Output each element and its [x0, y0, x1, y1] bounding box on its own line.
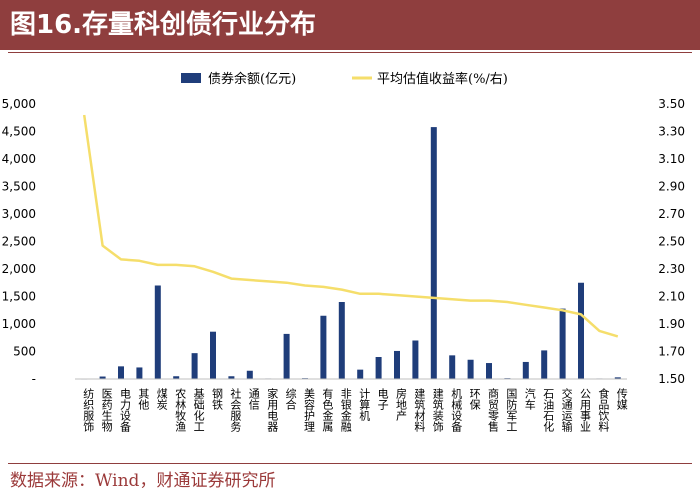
x-tick-label: 石油石化: [542, 388, 555, 433]
y-right-tick-label: 3.30: [658, 125, 685, 139]
y-left-tick-label: 3,500: [2, 180, 36, 194]
y-right-tick-label: 3.10: [658, 152, 685, 166]
bar: [228, 376, 235, 379]
top-divider: [8, 52, 692, 53]
y-left-tick-label: 2,000: [2, 262, 36, 276]
y-right-tick-label: 1.70: [658, 345, 685, 359]
x-tick-label: 商贸零售: [487, 387, 500, 433]
bar: [357, 369, 364, 379]
bar: [559, 308, 566, 379]
y-left-tick-label: 500: [13, 345, 36, 359]
x-tick-label: 国防军工: [505, 388, 518, 432]
bar: [320, 315, 327, 379]
y-left-tick-label: 1,500: [2, 290, 36, 304]
y-left-tick-label: -: [32, 372, 36, 386]
bar: [375, 357, 382, 379]
bar: [173, 376, 180, 379]
bar: [486, 363, 492, 379]
x-tick-label: 机械设备: [450, 387, 463, 433]
y-right-tick-label: 3.50: [658, 97, 685, 111]
legend-swatch-bar: [181, 73, 201, 83]
x-tick-label: 汽车: [523, 387, 536, 411]
x-tick-label: 建筑材料: [413, 387, 426, 433]
x-tick-label: 钢铁: [211, 388, 224, 410]
y-left-tick-label: 3,000: [2, 207, 36, 221]
bar: [338, 302, 345, 379]
x-tick-label: 交通运输: [560, 387, 573, 433]
x-tick-label: 通信: [247, 388, 260, 411]
bond-industry-chart: 债券余额(亿元) 平均估值收益率(%/右) - 500 1,000 1,500 2,000 2…: [2, 71, 685, 433]
bar: [394, 350, 400, 379]
x-tick-label: 其他: [137, 388, 150, 410]
y-right-tick-label: 2.90: [658, 180, 685, 194]
bar: [210, 331, 216, 379]
x-tick-label: 美容护理: [303, 388, 316, 432]
bottom-divider: [8, 463, 692, 464]
x-tick-label: 纺织服饰: [82, 387, 95, 432]
y-left-tick-label: 5,000: [2, 97, 36, 111]
x-tick-label: 公用事业: [579, 388, 592, 432]
y-left-tick-label: 4,000: [2, 152, 36, 166]
y-right-tick-label: 1.50: [658, 372, 685, 386]
bar: [467, 359, 474, 379]
bar: [154, 285, 161, 379]
source-note: 数据来源：Wind，财通证券研究所: [10, 471, 276, 491]
y-left-tick-label: 4,500: [2, 125, 36, 139]
y-right-tick-label: 2.30: [658, 262, 685, 276]
bar: [614, 377, 621, 379]
x-tick-label: 基础化工: [192, 388, 205, 432]
x-tick-label: 电力设备: [119, 388, 132, 433]
x-tick-label: 有色金属: [321, 387, 334, 433]
bar: [449, 355, 456, 379]
y-right-tick-label: 1.90: [658, 317, 685, 331]
legend-label-bar: 债券余额(亿元): [208, 71, 296, 87]
bar: [99, 376, 106, 379]
x-tick-label: 食品饮料: [597, 387, 610, 433]
bar: [118, 366, 124, 379]
x-tick-label: 煤炭: [155, 388, 168, 411]
bar: [283, 333, 290, 379]
bar: [522, 361, 529, 379]
y-left-tick-label: 2,500: [2, 235, 36, 249]
figure-title: 图16.存量科创债行业分布: [0, 0, 700, 50]
x-tick-label: 电子: [376, 388, 389, 410]
x-tick-label: 社会服务: [229, 387, 242, 432]
y-right-tick-label: 2.70: [658, 207, 685, 221]
bar: [191, 353, 198, 379]
bar: [430, 127, 437, 379]
bar: [246, 370, 253, 379]
x-tick-label: 综合: [284, 387, 297, 410]
bar: [412, 340, 419, 379]
x-tick-label: 医药生物: [100, 388, 113, 432]
bar: [578, 282, 584, 379]
y-right-tick-label: 2.50: [658, 235, 685, 249]
y-left-tick-label: 1,000: [2, 317, 36, 331]
x-tick-label: 计算机: [358, 388, 371, 421]
yield-line: [82, 114, 619, 338]
x-tick-label: 房地产: [395, 388, 408, 422]
bar: [541, 350, 548, 379]
y-right-tick-label: 2.10: [658, 290, 685, 304]
x-tick-label: 非银金融: [339, 388, 352, 433]
x-tick-label: 家用电器: [266, 387, 279, 433]
x-tick-label: 传媒: [615, 388, 628, 411]
x-tick-label: 农林牧渔: [174, 387, 187, 433]
bar: [136, 367, 143, 379]
x-tick-label: 建筑装饰: [431, 387, 444, 432]
x-tick-label: 环保: [468, 388, 481, 411]
legend-label-line: 平均估值收益率(%/右): [377, 71, 508, 87]
